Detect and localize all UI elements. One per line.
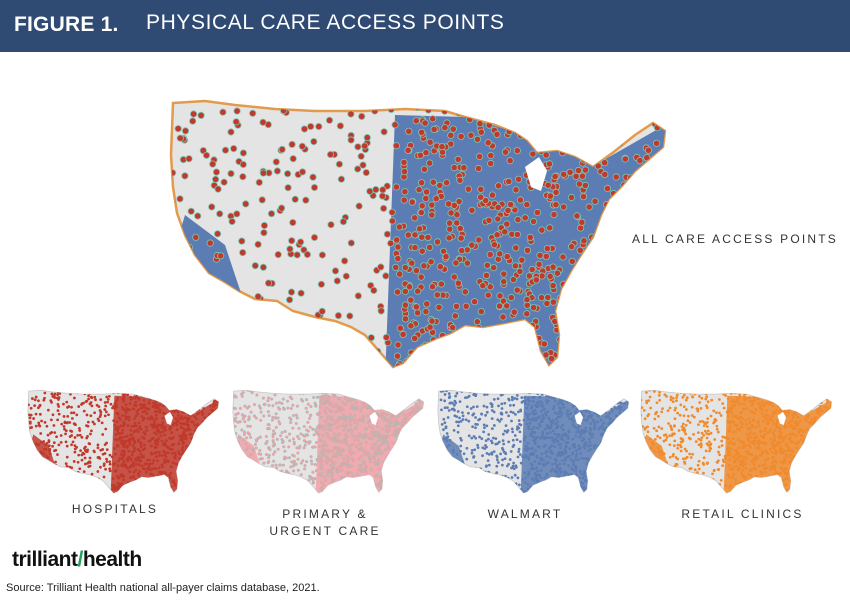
retail-clinics-map <box>638 388 836 498</box>
logo-slash-icon: / <box>77 548 84 571</box>
primary-urgent-care-map <box>230 388 428 498</box>
hospitals-label: HOSPITALS <box>71 502 159 516</box>
main-us-map <box>165 95 675 380</box>
walmart-map <box>435 388 633 498</box>
small-map-svg <box>437 389 629 494</box>
hospitals-map <box>25 388 223 498</box>
header-banner: FIGURE 1. PHYSICAL CARE ACCESS POINTS <box>0 0 850 52</box>
main-map-label: ALL CARE ACCESS POINTS <box>632 232 839 246</box>
trilliant-health-logo: trilliant/health <box>12 548 142 571</box>
small-map-svg <box>232 389 424 494</box>
figure-title: PHYSICAL CARE ACCESS POINTS <box>146 11 505 34</box>
figure-label: FIGURE 1. <box>14 13 119 36</box>
source-note: Source: Trilliant Health national all-pa… <box>6 582 320 594</box>
primary-urgent-care-label: PRIMARY & URGENT CARE <box>269 507 381 538</box>
main-map-svg <box>169 99 667 369</box>
retail-clinics-label: RETAIL CLINICS <box>681 507 804 521</box>
walmart-label: WALMART <box>487 507 563 521</box>
small-map-svg <box>640 389 832 494</box>
small-map-svg <box>27 389 219 494</box>
